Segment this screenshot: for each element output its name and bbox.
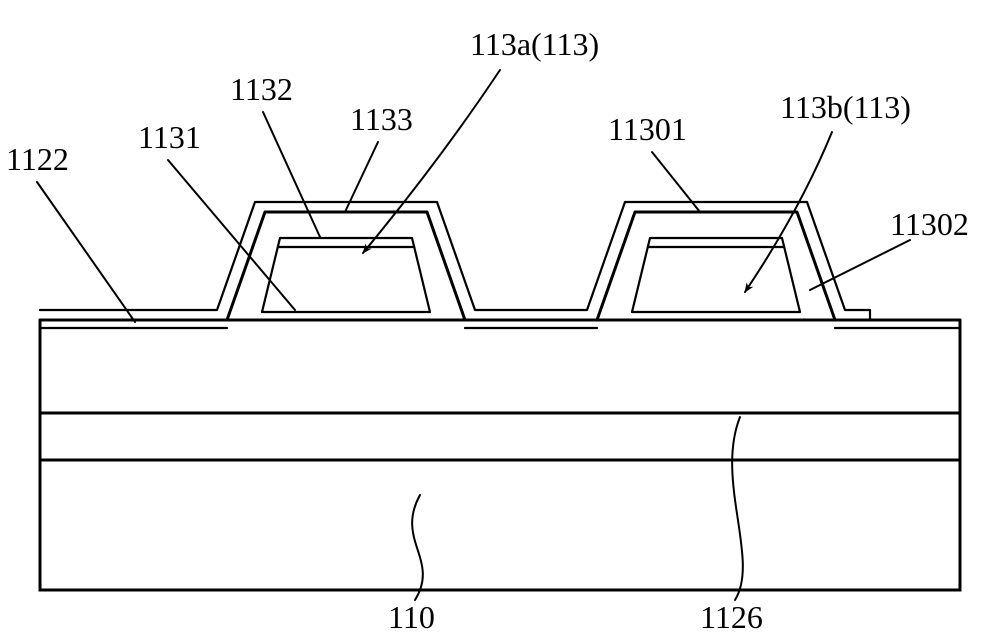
- leader-l_11302: [810, 240, 910, 290]
- label-l_113b: 113b(113): [780, 89, 911, 125]
- label-l_1126: 1126: [700, 599, 763, 635]
- right-structure-outer: [597, 212, 835, 320]
- conformal-film-outline: [40, 202, 870, 320]
- label-l_11302: 11302: [890, 206, 969, 242]
- cross-section-diagram: 113a(113) 1132 1133 1131 1122 11301 113b(113) 1…: [0, 0, 1000, 637]
- leader-l_110: [412, 495, 423, 600]
- label-l_110: 110: [388, 599, 435, 635]
- left-structure-outer: [227, 212, 465, 320]
- substrate-layer: [40, 460, 960, 590]
- leader-l_1132: [263, 112, 320, 237]
- leader-l_1126: [732, 417, 743, 600]
- leader-l_1131: [168, 160, 295, 310]
- leader-l_1122: [37, 182, 135, 322]
- label-l_1122: 1122: [6, 141, 69, 177]
- label-l_1132: 1132: [230, 71, 293, 107]
- label-l_113a: 113a(113): [470, 26, 599, 62]
- label-l_1131: 1131: [138, 119, 201, 155]
- labels: 113a(113) 1132 1133 1131 1122 11301 113b(113) 1…: [6, 26, 969, 635]
- layer-shapes: [40, 202, 960, 590]
- right-structure-inner: [632, 238, 800, 312]
- label-l_11301: 11301: [608, 111, 687, 147]
- label-l_1133: 1133: [350, 101, 413, 137]
